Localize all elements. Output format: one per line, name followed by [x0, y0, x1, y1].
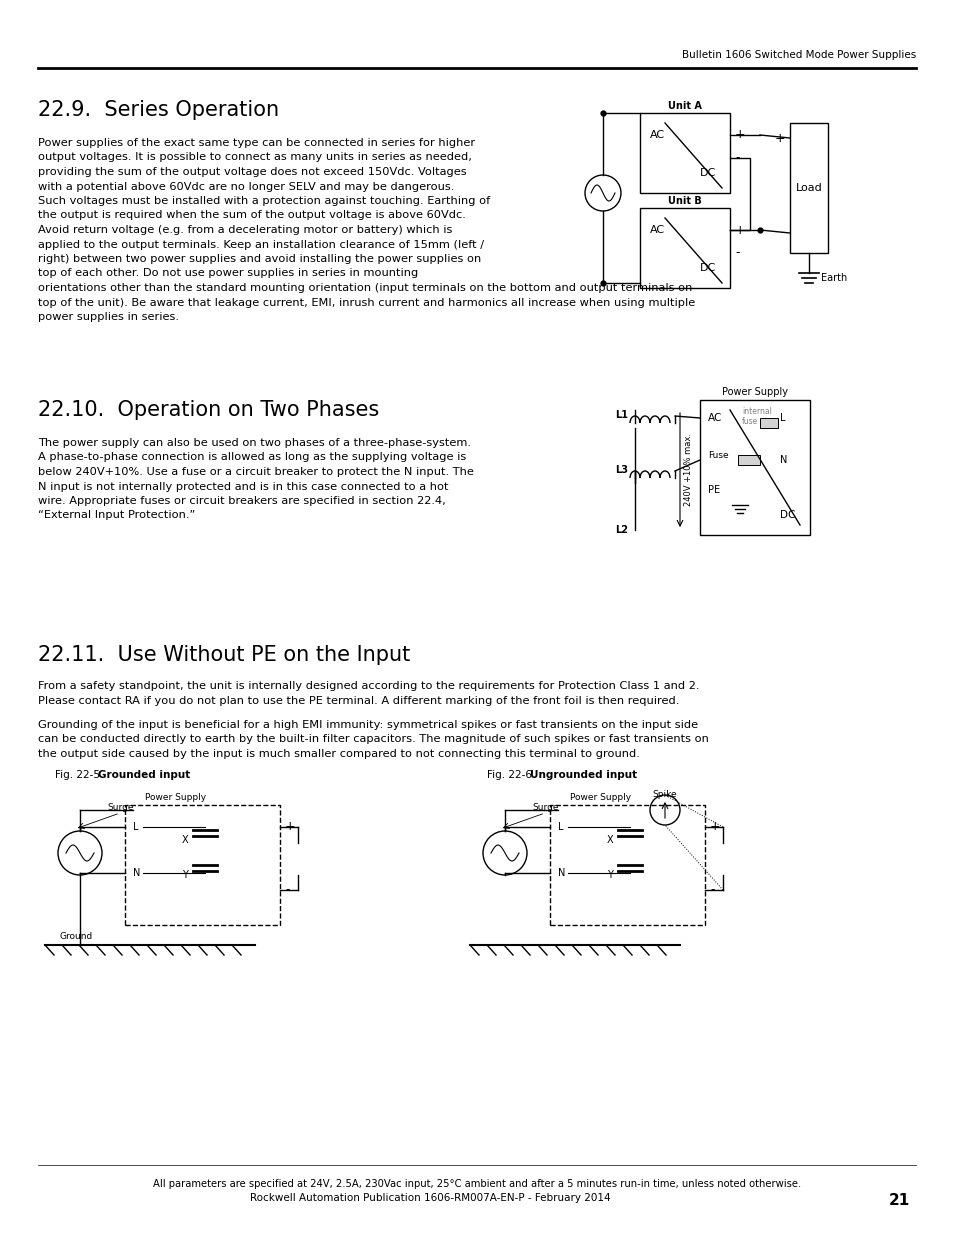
Text: Power Supply: Power Supply	[721, 387, 787, 396]
Bar	[738, 454, 760, 466]
Text: N: N	[132, 868, 140, 878]
Text: AC: AC	[649, 225, 664, 235]
Text: Fuse: Fuse	[707, 451, 728, 459]
Text: DC: DC	[780, 510, 795, 520]
Text: Power supplies of the exact same type can be connected in series for higher: Power supplies of the exact same type ca…	[38, 138, 475, 148]
Text: with a potential above 60Vdc are no longer SELV and may be dangerous.: with a potential above 60Vdc are no long…	[38, 182, 454, 191]
Text: top of the unit). Be aware that leakage current, EMI, inrush current and harmoni: top of the unit). Be aware that leakage …	[38, 298, 695, 308]
Text: Rockwell Automation Publication 1606-RM007A-EN-P - February 2014: Rockwell Automation Publication 1606-RM0…	[250, 1193, 610, 1203]
Text: wire. Appropriate fuses or circuit breakers are specified in section 22.4,: wire. Appropriate fuses or circuit break…	[38, 496, 445, 506]
Text: -: -	[734, 247, 739, 259]
Text: +: +	[774, 131, 784, 144]
Text: 22.9.  Series Operation: 22.9. Series Operation	[38, 100, 279, 120]
Text: N input is not internally protected and is in this case connected to a hot: N input is not internally protected and …	[38, 482, 448, 492]
Text: DC: DC	[700, 263, 716, 273]
Text: Earth: Earth	[821, 273, 846, 283]
Text: Bulletin 1606 Switched Mode Power Supplies: Bulletin 1606 Switched Mode Power Suppli…	[681, 49, 915, 61]
Text: N: N	[780, 454, 786, 466]
Text: output voltages. It is possible to connect as many units in series as needed,: output voltages. It is possible to conne…	[38, 152, 472, 163]
Text: L: L	[558, 823, 563, 832]
Text: +: +	[734, 224, 745, 236]
Text: internal: internal	[741, 408, 771, 416]
Text: -: -	[780, 226, 784, 240]
Text: DC: DC	[700, 168, 716, 178]
Bar	[125, 805, 280, 925]
Text: L: L	[780, 412, 784, 424]
Text: Please contact RA if you do not plan to use the PE terminal. A different marking: Please contact RA if you do not plan to …	[38, 695, 679, 705]
Bar	[550, 805, 704, 925]
Text: Grounded input: Grounded input	[98, 769, 190, 781]
Text: L3: L3	[615, 466, 627, 475]
Text: L2: L2	[615, 525, 627, 535]
Text: Power Supply: Power Supply	[145, 793, 206, 802]
Bar	[789, 124, 827, 253]
Bar	[639, 112, 729, 193]
Text: power supplies in series.: power supplies in series.	[38, 312, 179, 322]
Text: L1: L1	[615, 410, 627, 420]
Text: Load: Load	[795, 183, 821, 193]
Text: Grounding of the input is beneficial for a high EMI immunity: symmetrical spikes: Grounding of the input is beneficial for…	[38, 720, 698, 730]
Text: applied to the output terminals. Keep an installation clearance of 15mm (left /: applied to the output terminals. Keep an…	[38, 240, 483, 249]
Text: +: +	[734, 128, 745, 142]
Text: Unit B: Unit B	[667, 196, 701, 206]
Text: All parameters are specified at 24V, 2.5A, 230Vac input, 25°C ambient and after : All parameters are specified at 24V, 2.5…	[152, 1179, 801, 1189]
Bar	[760, 417, 778, 429]
Text: Surge: Surge	[107, 803, 133, 811]
Text: -: -	[734, 152, 739, 164]
Text: can be conducted directly to earth by the built-in filter capacitors. The magnit: can be conducted directly to earth by th…	[38, 735, 708, 745]
Text: the output is required when the sum of the output voltage is above 60Vdc.: the output is required when the sum of t…	[38, 210, 465, 221]
Text: L: L	[132, 823, 138, 832]
Text: “External Input Protection.”: “External Input Protection.”	[38, 510, 195, 520]
Text: 21: 21	[888, 1193, 909, 1208]
Text: providing the sum of the output voltage does not exceed 150Vdc. Voltages: providing the sum of the output voltage …	[38, 167, 466, 177]
Text: Fig. 22-5: Fig. 22-5	[55, 769, 100, 781]
Text: Y: Y	[606, 869, 612, 881]
Text: AC: AC	[649, 130, 664, 140]
Text: PE: PE	[707, 485, 720, 495]
Text: +: +	[285, 820, 295, 834]
Text: Unit A: Unit A	[667, 101, 701, 111]
Text: X: X	[181, 835, 188, 845]
Text: 22.10.  Operation on Two Phases: 22.10. Operation on Two Phases	[38, 400, 379, 420]
Bar	[700, 400, 809, 535]
Text: Fig. 22-6: Fig. 22-6	[486, 769, 532, 781]
Text: 22.11.  Use Without PE on the Input: 22.11. Use Without PE on the Input	[38, 645, 410, 664]
Text: Ungrounded input: Ungrounded input	[530, 769, 637, 781]
Text: Such voltages must be installed with a protection against touching. Earthing of: Such voltages must be installed with a p…	[38, 196, 490, 206]
Text: the output side caused by the input is much smaller compared to not connecting t: the output side caused by the input is m…	[38, 748, 639, 760]
Text: below 240V+10%. Use a fuse or a circuit breaker to protect the N input. The: below 240V+10%. Use a fuse or a circuit …	[38, 467, 474, 477]
Text: fuse: fuse	[741, 417, 758, 426]
Text: -: -	[709, 883, 714, 897]
Text: X: X	[606, 835, 613, 845]
Text: right) between two power supplies and avoid installing the power supplies on: right) between two power supplies and av…	[38, 254, 480, 264]
Text: From a safety standpoint, the unit is internally designed according to the requi: From a safety standpoint, the unit is in…	[38, 680, 699, 692]
Text: +: +	[709, 820, 720, 834]
Text: 240V +10% max.: 240V +10% max.	[683, 433, 692, 506]
Text: Spike: Spike	[652, 790, 677, 799]
Text: AC: AC	[707, 412, 721, 424]
Text: Surge: Surge	[532, 803, 558, 811]
Text: Power Supply: Power Supply	[569, 793, 631, 802]
Text: The power supply can also be used on two phases of a three-phase-system.: The power supply can also be used on two…	[38, 438, 471, 448]
Text: A phase-to-phase connection is allowed as long as the supplying voltage is: A phase-to-phase connection is allowed a…	[38, 452, 466, 462]
Text: N: N	[558, 868, 565, 878]
Bar	[639, 207, 729, 288]
Text: Avoid return voltage (e.g. from a decelerating motor or battery) which is: Avoid return voltage (e.g. from a decele…	[38, 225, 452, 235]
Text: -: -	[285, 883, 289, 897]
Text: orientations other than the standard mounting orientation (input terminals on th: orientations other than the standard mou…	[38, 283, 692, 293]
Text: top of each other. Do not use power supplies in series in mounting: top of each other. Do not use power supp…	[38, 268, 417, 279]
Text: Y: Y	[182, 869, 188, 881]
Text: Ground: Ground	[60, 932, 93, 941]
